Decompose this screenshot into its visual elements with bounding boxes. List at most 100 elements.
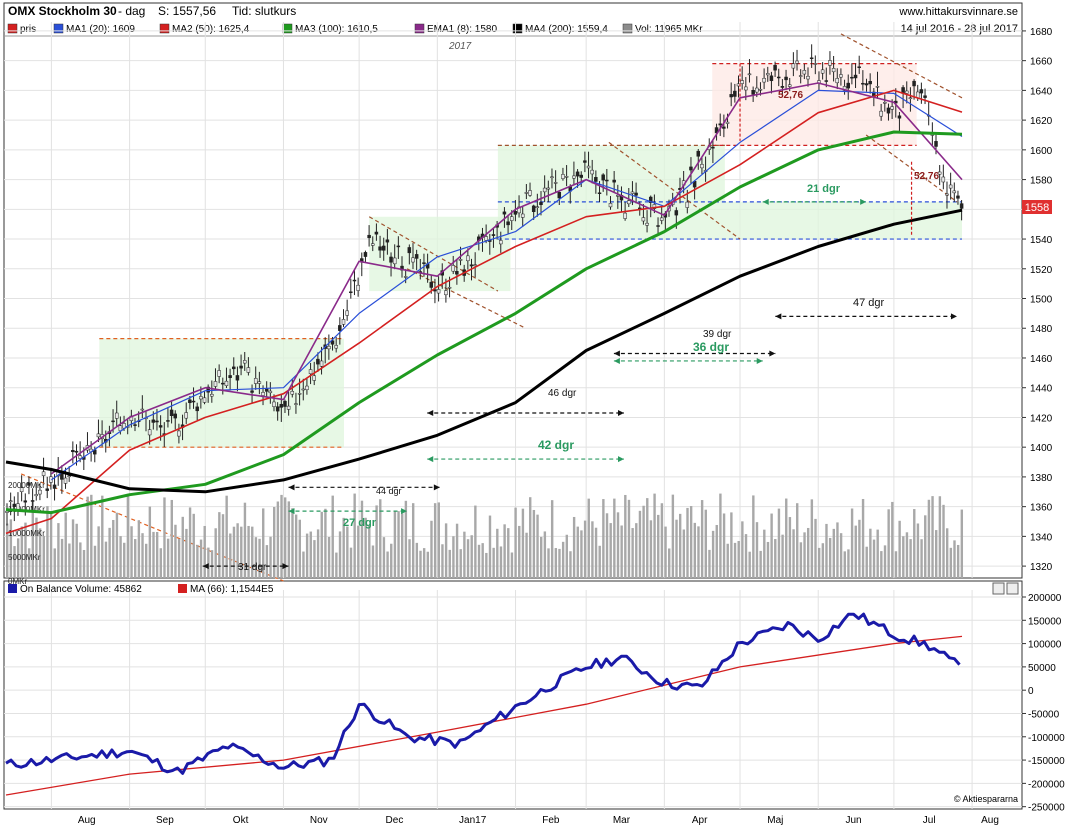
price-bar-body [385,239,390,243]
volume-bar [514,507,517,578]
volume-bar [894,551,898,578]
price-bar-body [755,87,759,93]
price-bar-body [725,121,730,124]
volume-bar [49,513,53,578]
volume-bar [876,529,879,578]
volume-bar [166,538,170,578]
price-bar-body [908,97,913,99]
zoom-icons[interactable] [992,582,1019,595]
price-bar-body [813,63,818,65]
volume-bar [474,505,477,578]
volume-bar [488,515,492,578]
legend-label: MA2 (50): 1625,4 [172,24,250,35]
volume-bar [960,509,964,578]
volume-bar [638,510,642,578]
volume-bar [60,538,64,578]
volume-bar [671,494,675,578]
price-bar-body [762,77,766,83]
price-bar-body [63,477,68,484]
volume-bar [123,542,126,578]
price-bar-body [352,279,357,282]
volume-bar [945,528,949,578]
volume-bar [763,529,766,578]
volume-bar [430,520,433,578]
magnify-icon[interactable] [992,582,1005,595]
volume-bar [799,542,803,578]
volume-bar [580,530,583,578]
price-bar-body [458,259,463,261]
volume-bar [675,519,678,578]
volume-bar [942,504,945,578]
obv-ma-legend-label: MA (66): 1,1544E5 [190,584,274,595]
volume-bar [207,547,210,578]
volume-bar [510,552,514,578]
volume-bar [20,526,24,578]
price-bar-body [96,433,101,438]
series-line [50,82,963,475]
volume-bar [832,528,835,578]
price-bar-body [447,286,452,289]
volume-bar [913,509,916,578]
price-bar-body [546,187,551,190]
price-bar-body [795,60,799,64]
tool-icon[interactable] [1006,582,1019,595]
volume-bar [839,533,843,578]
price-bar-body [627,200,631,205]
volume-bar [181,516,184,578]
price-bar-body [5,510,9,513]
price-bar-body [34,494,39,497]
trend-line [20,473,284,582]
price-bar-body [195,406,199,412]
price-bar-body [572,175,576,179]
volume-bar [455,523,459,578]
y-tick-label: 1340 [1030,532,1053,543]
volume-bar [397,511,400,578]
y-tick-label: 1580 [1030,176,1053,187]
volume-bar [404,500,408,578]
price-bar-body [586,165,591,169]
volume-bar [335,552,338,578]
y-tick-label: 1380 [1030,473,1053,484]
price-bar-body [509,216,514,221]
volume-bar [642,505,645,578]
price-bar-body [16,503,20,510]
volume-bar [777,508,781,578]
volume-bar [441,544,444,578]
price-bar-body [597,192,602,194]
volume-bar [529,497,532,578]
copyright: © Aktiespararna [954,794,1018,804]
price-bar-body [210,393,214,397]
price-bar-body [294,403,298,405]
price-bar-body [253,378,258,384]
price-bar-body [45,488,49,491]
volume-bar [587,498,590,578]
volume-bar [57,523,60,578]
price-bar-body [839,74,843,78]
price-bar-body [648,196,653,203]
volume-bar [272,507,276,578]
price-bar-body [191,400,196,403]
y-tick-label: 0 [1028,686,1034,697]
volume-bar [817,547,821,578]
volume-bar [539,536,543,578]
price-bar-body [396,245,401,248]
y-tick-label: -50000 [1028,709,1060,720]
volume-bar [924,515,927,578]
volume-bar [9,519,13,578]
volume-bar [411,503,415,578]
volume-bar [678,513,682,578]
price-bar-body [956,195,960,199]
volume-bar [258,538,261,578]
volume-bar [199,539,203,578]
type-label: Tid: slutkurs [232,4,296,18]
volume-bar [741,521,744,578]
volume-bar [814,518,817,578]
volume-bar [218,512,221,578]
price-bar-body [912,80,916,87]
last-price-tag: 1558 [1022,200,1052,214]
volume-bar [419,550,422,578]
header-bar: OMX Stockholm 30 - dag S: 1557,56 Tid: s… [8,4,1018,35]
volume-bar [174,524,177,578]
arrow-head [613,357,620,364]
